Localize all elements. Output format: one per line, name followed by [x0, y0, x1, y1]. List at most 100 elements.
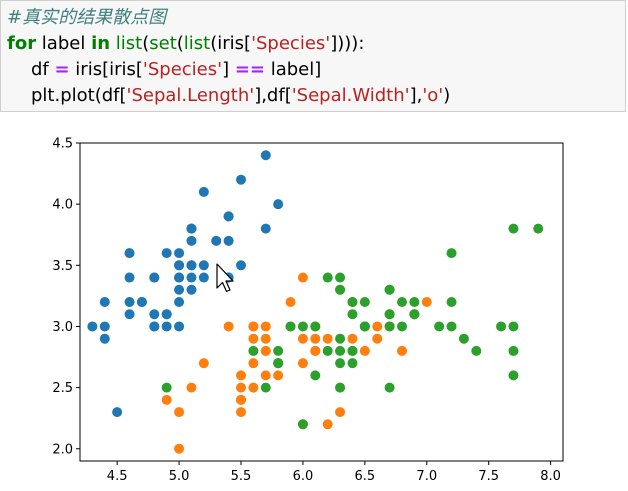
- string-literal: 'Species': [142, 59, 223, 80]
- data-point-series-1: [149, 309, 160, 320]
- data-point-series-2: [260, 345, 271, 356]
- string-literal: 'Sepal.Width': [291, 85, 410, 106]
- data-point-series-2: [372, 321, 383, 332]
- data-point-series-1: [87, 321, 98, 332]
- operator-equal: ==: [234, 59, 265, 80]
- code-cell[interactable]: #真实的结果散点图 for label in list(set(list(iri…: [0, 0, 626, 112]
- data-point-series-1: [260, 223, 271, 234]
- data-point-series-3: [359, 321, 370, 332]
- data-point-series-3: [384, 382, 395, 393]
- data-point-series-2: [236, 370, 246, 381]
- data-point-series-3: [310, 321, 321, 332]
- data-point-series-2: [236, 407, 246, 418]
- data-point-series-2: [421, 297, 432, 307]
- data-point-series-3: [508, 370, 519, 381]
- y-tick-label: 2.5: [52, 381, 73, 396]
- data-point-series-1: [174, 272, 185, 283]
- code-token: iris[iris[: [69, 59, 143, 80]
- data-point-series-2: [223, 321, 234, 332]
- data-point-series-3: [297, 321, 308, 332]
- code-line-4: plt.plot(df['Sepal.Length'],df['Sepal.Wi…: [7, 83, 619, 109]
- data-point-series-1: [198, 186, 209, 197]
- y-tick-label: 4.5: [52, 137, 73, 152]
- data-point-series-3: [335, 272, 346, 283]
- data-point-series-2: [273, 370, 284, 381]
- data-point-series-3: [273, 345, 284, 356]
- data-point-series-3: [347, 345, 358, 356]
- data-point-series-3: [397, 297, 407, 307]
- data-point-series-2: [198, 358, 209, 369]
- data-point-series-2: [297, 333, 308, 344]
- data-point-series-2: [260, 333, 271, 344]
- data-point-series-1: [124, 309, 135, 320]
- code-line-3: df = iris[iris['Species'] == label]: [7, 57, 619, 83]
- data-point-series-1: [99, 321, 110, 332]
- x-tick-label: 5.5: [231, 469, 252, 484]
- data-point-series-1: [149, 321, 160, 332]
- data-point-series-2: [322, 419, 333, 430]
- code-token: ): [443, 85, 451, 106]
- data-point-series-2: [322, 333, 333, 344]
- data-point-series-3: [310, 370, 321, 381]
- data-point-series-1: [149, 272, 160, 283]
- code-token: ]: [222, 59, 235, 80]
- plot-area: [79, 142, 564, 462]
- builtin-list: list: [183, 33, 211, 54]
- data-point-series-2: [186, 382, 197, 393]
- data-point-series-2: [297, 272, 308, 283]
- data-point-series-3: [359, 297, 370, 307]
- data-point-series-1: [198, 272, 209, 283]
- data-point-series-3: [409, 309, 420, 320]
- code-comment: #真实的结果散点图: [7, 7, 167, 28]
- x-tick-label: 7.0: [416, 469, 437, 484]
- data-points: [87, 150, 544, 454]
- data-point-series-1: [236, 260, 246, 271]
- keyword-in: in: [91, 33, 111, 54]
- data-point-series-2: [248, 382, 259, 393]
- data-point-series-2: [236, 394, 246, 405]
- data-point-series-1: [174, 297, 185, 307]
- data-point-series-1: [99, 333, 110, 344]
- data-point-series-3: [533, 223, 544, 234]
- y-tick-label: 2.0: [52, 442, 73, 457]
- data-point-series-1: [186, 260, 197, 271]
- data-point-series-3: [446, 297, 457, 307]
- data-point-series-2: [347, 333, 358, 344]
- scatter-chart: 4.5 5.0 5.5 6.0 6.5 7.0 7.5 8.0 2.0 2.5 3.0 3.5 4.0 4…: [52, 137, 564, 484]
- data-point-series-2: [372, 333, 383, 344]
- data-point-series-3: [446, 321, 457, 332]
- code-token: df: [31, 59, 55, 80]
- data-point-series-3: [471, 345, 482, 356]
- data-point-series-2: [248, 358, 259, 369]
- data-point-series-1: [174, 284, 185, 295]
- data-point-series-3: [508, 321, 519, 332]
- data-point-series-3: [434, 321, 445, 332]
- data-point-series-2: [297, 358, 308, 369]
- data-point-series-3: [458, 333, 469, 344]
- data-point-series-3: [496, 321, 507, 332]
- x-tick-label: 4.5: [107, 469, 128, 484]
- code-token: ]))):: [330, 33, 365, 54]
- code-token: (: [176, 33, 184, 54]
- data-point-series-1: [161, 321, 172, 332]
- code-token: label]: [265, 59, 322, 80]
- data-point-series-2: [248, 321, 259, 332]
- x-tick-label: 7.5: [478, 469, 499, 484]
- data-point-series-1: [186, 235, 197, 246]
- data-point-series-3: [297, 419, 308, 430]
- keyword-for: for: [7, 33, 37, 54]
- data-point-series-3: [335, 333, 346, 344]
- data-point-series-1: [124, 297, 135, 307]
- data-point-series-3: [508, 345, 519, 356]
- data-point-series-1: [174, 321, 185, 332]
- code-token: (iris[: [210, 33, 252, 54]
- code-line-1: #真实的结果散点图: [7, 5, 619, 31]
- data-point-series-3: [347, 297, 358, 307]
- data-point-series-3: [409, 297, 420, 307]
- data-point-series-1: [186, 272, 197, 283]
- code-token: ],: [409, 85, 423, 106]
- data-point-series-1: [174, 248, 185, 259]
- data-point-series-3: [335, 284, 346, 295]
- cell-output: 4.5 5.0 5.5 6.0 6.5 7.0 7.5 8.0 2.0 2.5 3.0 3.5 4.0 4…: [0, 112, 628, 491]
- data-point-series-1: [223, 211, 234, 222]
